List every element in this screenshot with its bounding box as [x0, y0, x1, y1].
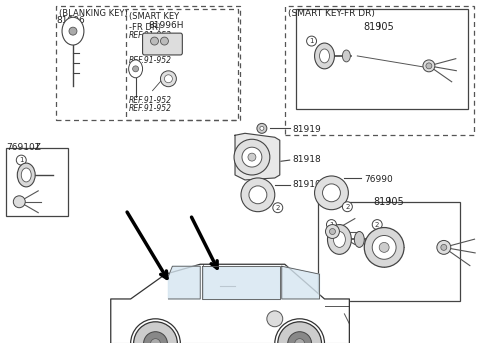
Text: 81905: 81905	[364, 22, 395, 32]
Ellipse shape	[17, 163, 35, 187]
Circle shape	[267, 311, 283, 327]
Polygon shape	[111, 264, 349, 344]
Bar	[318, 202, 460, 301]
Circle shape	[278, 322, 322, 344]
Text: 2: 2	[375, 222, 379, 228]
Text: 76910Z: 76910Z	[6, 143, 41, 152]
Text: 81910: 81910	[293, 180, 322, 189]
Bar	[56, 6, 240, 120]
Circle shape	[437, 240, 451, 254]
Circle shape	[342, 202, 352, 212]
Circle shape	[132, 66, 139, 72]
FancyBboxPatch shape	[143, 33, 182, 55]
Circle shape	[13, 196, 25, 208]
Text: REF.91-952: REF.91-952	[129, 104, 172, 112]
Circle shape	[248, 153, 256, 161]
Circle shape	[151, 37, 158, 45]
Text: 76990: 76990	[364, 175, 393, 184]
Text: 81919: 81919	[293, 125, 322, 135]
Text: REF.91-952: REF.91-952	[129, 56, 172, 65]
Bar	[296, 9, 468, 108]
Circle shape	[441, 244, 447, 250]
Text: 2: 2	[276, 205, 280, 211]
Circle shape	[160, 71, 176, 87]
Circle shape	[144, 332, 168, 344]
Ellipse shape	[314, 43, 335, 69]
Circle shape	[241, 178, 275, 212]
Circle shape	[314, 176, 348, 210]
Polygon shape	[235, 133, 280, 180]
Text: 1: 1	[329, 222, 334, 228]
Ellipse shape	[62, 17, 84, 45]
Ellipse shape	[21, 168, 31, 182]
Bar	[285, 6, 474, 135]
Circle shape	[323, 184, 340, 202]
Text: 2: 2	[345, 204, 349, 210]
Ellipse shape	[354, 232, 364, 247]
Circle shape	[426, 63, 432, 69]
Circle shape	[307, 36, 316, 46]
Ellipse shape	[327, 225, 351, 254]
Ellipse shape	[334, 232, 346, 247]
Ellipse shape	[320, 49, 329, 63]
Circle shape	[260, 126, 264, 130]
Text: (SMART KEY-FR DR): (SMART KEY-FR DR)	[288, 9, 374, 18]
Bar	[6, 148, 68, 216]
Text: (BLANKING KEY): (BLANKING KEY)	[59, 9, 128, 18]
Circle shape	[249, 186, 267, 204]
Text: 1: 1	[309, 38, 314, 44]
Circle shape	[423, 60, 435, 72]
Circle shape	[257, 123, 267, 133]
Ellipse shape	[342, 50, 350, 62]
Circle shape	[372, 219, 382, 229]
Circle shape	[242, 147, 262, 167]
Polygon shape	[202, 266, 280, 299]
Circle shape	[234, 139, 270, 175]
Text: 81996: 81996	[57, 16, 85, 25]
Circle shape	[379, 243, 389, 252]
Circle shape	[326, 219, 336, 229]
Circle shape	[165, 75, 172, 83]
Circle shape	[16, 155, 26, 165]
Circle shape	[364, 227, 404, 267]
Bar	[126, 9, 238, 120]
Circle shape	[273, 203, 283, 213]
Circle shape	[151, 338, 160, 344]
Text: REF.91-952: REF.91-952	[129, 31, 172, 40]
Circle shape	[329, 228, 336, 235]
Polygon shape	[282, 266, 320, 299]
Text: (SMART KEY
-FR DR): (SMART KEY -FR DR)	[129, 12, 179, 32]
Circle shape	[372, 236, 396, 259]
Circle shape	[133, 322, 178, 344]
Circle shape	[325, 225, 339, 238]
Ellipse shape	[129, 60, 143, 78]
Text: REF.91-952: REF.91-952	[129, 96, 172, 105]
Circle shape	[69, 27, 77, 35]
Circle shape	[160, 37, 168, 45]
Circle shape	[288, 332, 312, 344]
Polygon shape	[168, 266, 200, 299]
Text: 81918: 81918	[293, 155, 322, 164]
Text: 81996H: 81996H	[148, 21, 184, 30]
Text: 81905: 81905	[373, 197, 404, 207]
Circle shape	[295, 338, 305, 344]
Text: 1: 1	[19, 157, 24, 163]
